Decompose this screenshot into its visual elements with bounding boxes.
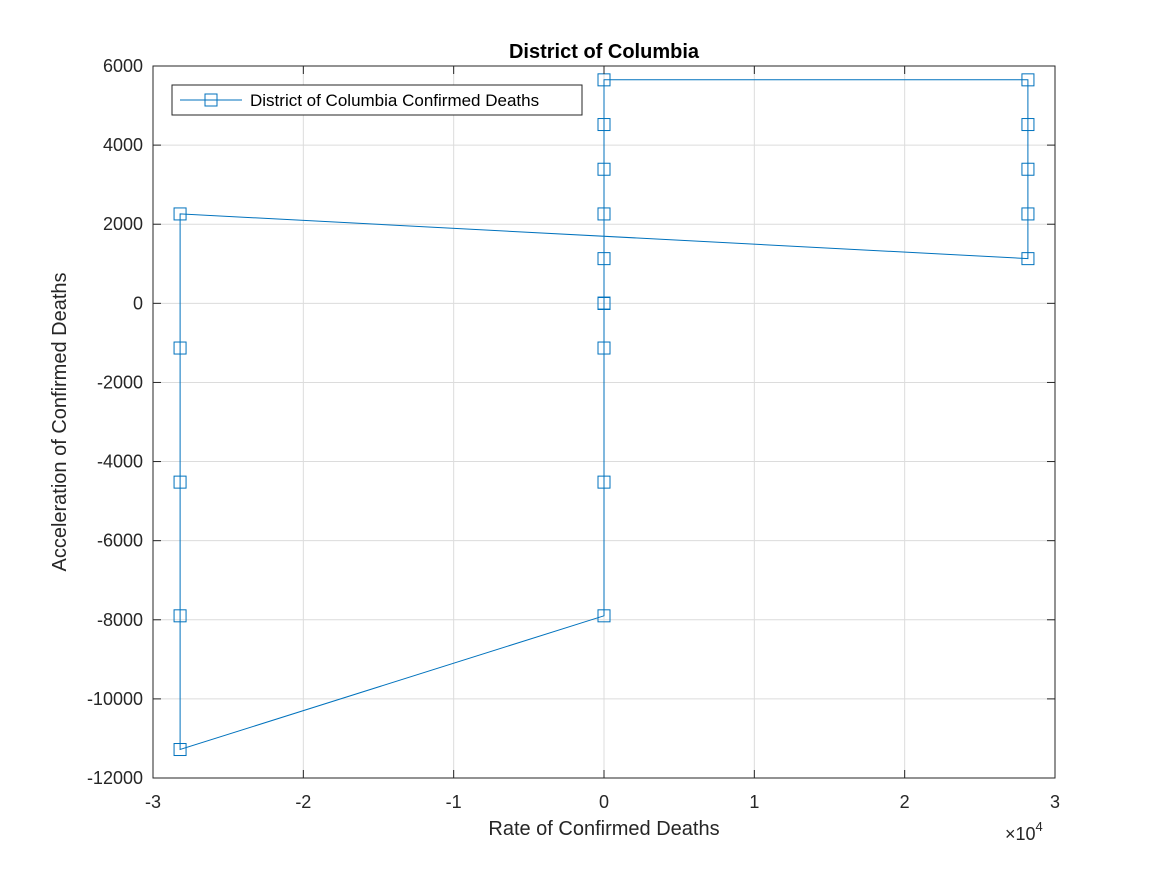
x-axis-label: Rate of Confirmed Deaths	[488, 818, 719, 840]
series-line	[179, 79, 1029, 751]
y-tick-label: -6000	[97, 531, 143, 551]
series-point-marker	[173, 475, 187, 489]
y-axis-ticks: -12000 -10000 -8000 -6000 -4000 -2000 0 2000 400…	[87, 56, 1055, 788]
x-axis-ticks: -3 -2 -1 0 1 2 3	[145, 66, 1060, 812]
series-point-marker	[173, 341, 187, 355]
y-tick-label: 4000	[103, 135, 143, 155]
legend: District of Columbia Confirmed Deaths	[171, 84, 583, 116]
x-tick-label: 3	[1050, 792, 1060, 812]
legend-label: District of Columbia Confirmed Deaths	[250, 91, 539, 110]
x-tick-label: -3	[145, 792, 161, 812]
series-point-marker	[597, 252, 611, 266]
y-tick-label: -8000	[97, 610, 143, 630]
series-point-marker	[1021, 118, 1035, 132]
y-tick-label: 6000	[103, 56, 143, 76]
series-point-marker	[597, 609, 611, 623]
series-point-marker	[173, 743, 187, 757]
series-point-marker	[597, 207, 611, 221]
x-tick-label: 1	[749, 792, 759, 812]
series-point-marker	[173, 609, 187, 623]
series-point-marker	[597, 475, 611, 489]
y-tick-label: -2000	[97, 372, 143, 392]
y-axis-label: Acceleration of Confirmed Deaths	[49, 272, 71, 571]
x-tick-label: -1	[446, 792, 462, 812]
y-tick-label: 0	[133, 293, 143, 313]
y-tick-label: 2000	[103, 214, 143, 234]
series-point-marker	[1021, 252, 1035, 266]
x-tick-label: 0	[599, 792, 609, 812]
series-point-marker	[597, 341, 611, 355]
series-point-marker	[1021, 207, 1035, 221]
chart-title: District of Columbia	[509, 41, 700, 63]
x-tick-label: -2	[295, 792, 311, 812]
series-point-marker	[1021, 162, 1035, 176]
series-point-marker	[597, 296, 611, 310]
series-point-marker	[597, 162, 611, 176]
x-tick-label: 2	[900, 792, 910, 812]
series-point-marker	[597, 118, 611, 132]
y-tick-label: -12000	[87, 768, 143, 788]
x-axis-exponent: ×104	[1005, 819, 1043, 844]
legend-box	[171, 84, 583, 116]
series-point-marker	[1021, 73, 1035, 87]
y-tick-label: -10000	[87, 689, 143, 709]
series-point-marker	[173, 207, 187, 221]
y-tick-label: -4000	[97, 452, 143, 472]
legend-marker-swatch	[204, 93, 218, 107]
